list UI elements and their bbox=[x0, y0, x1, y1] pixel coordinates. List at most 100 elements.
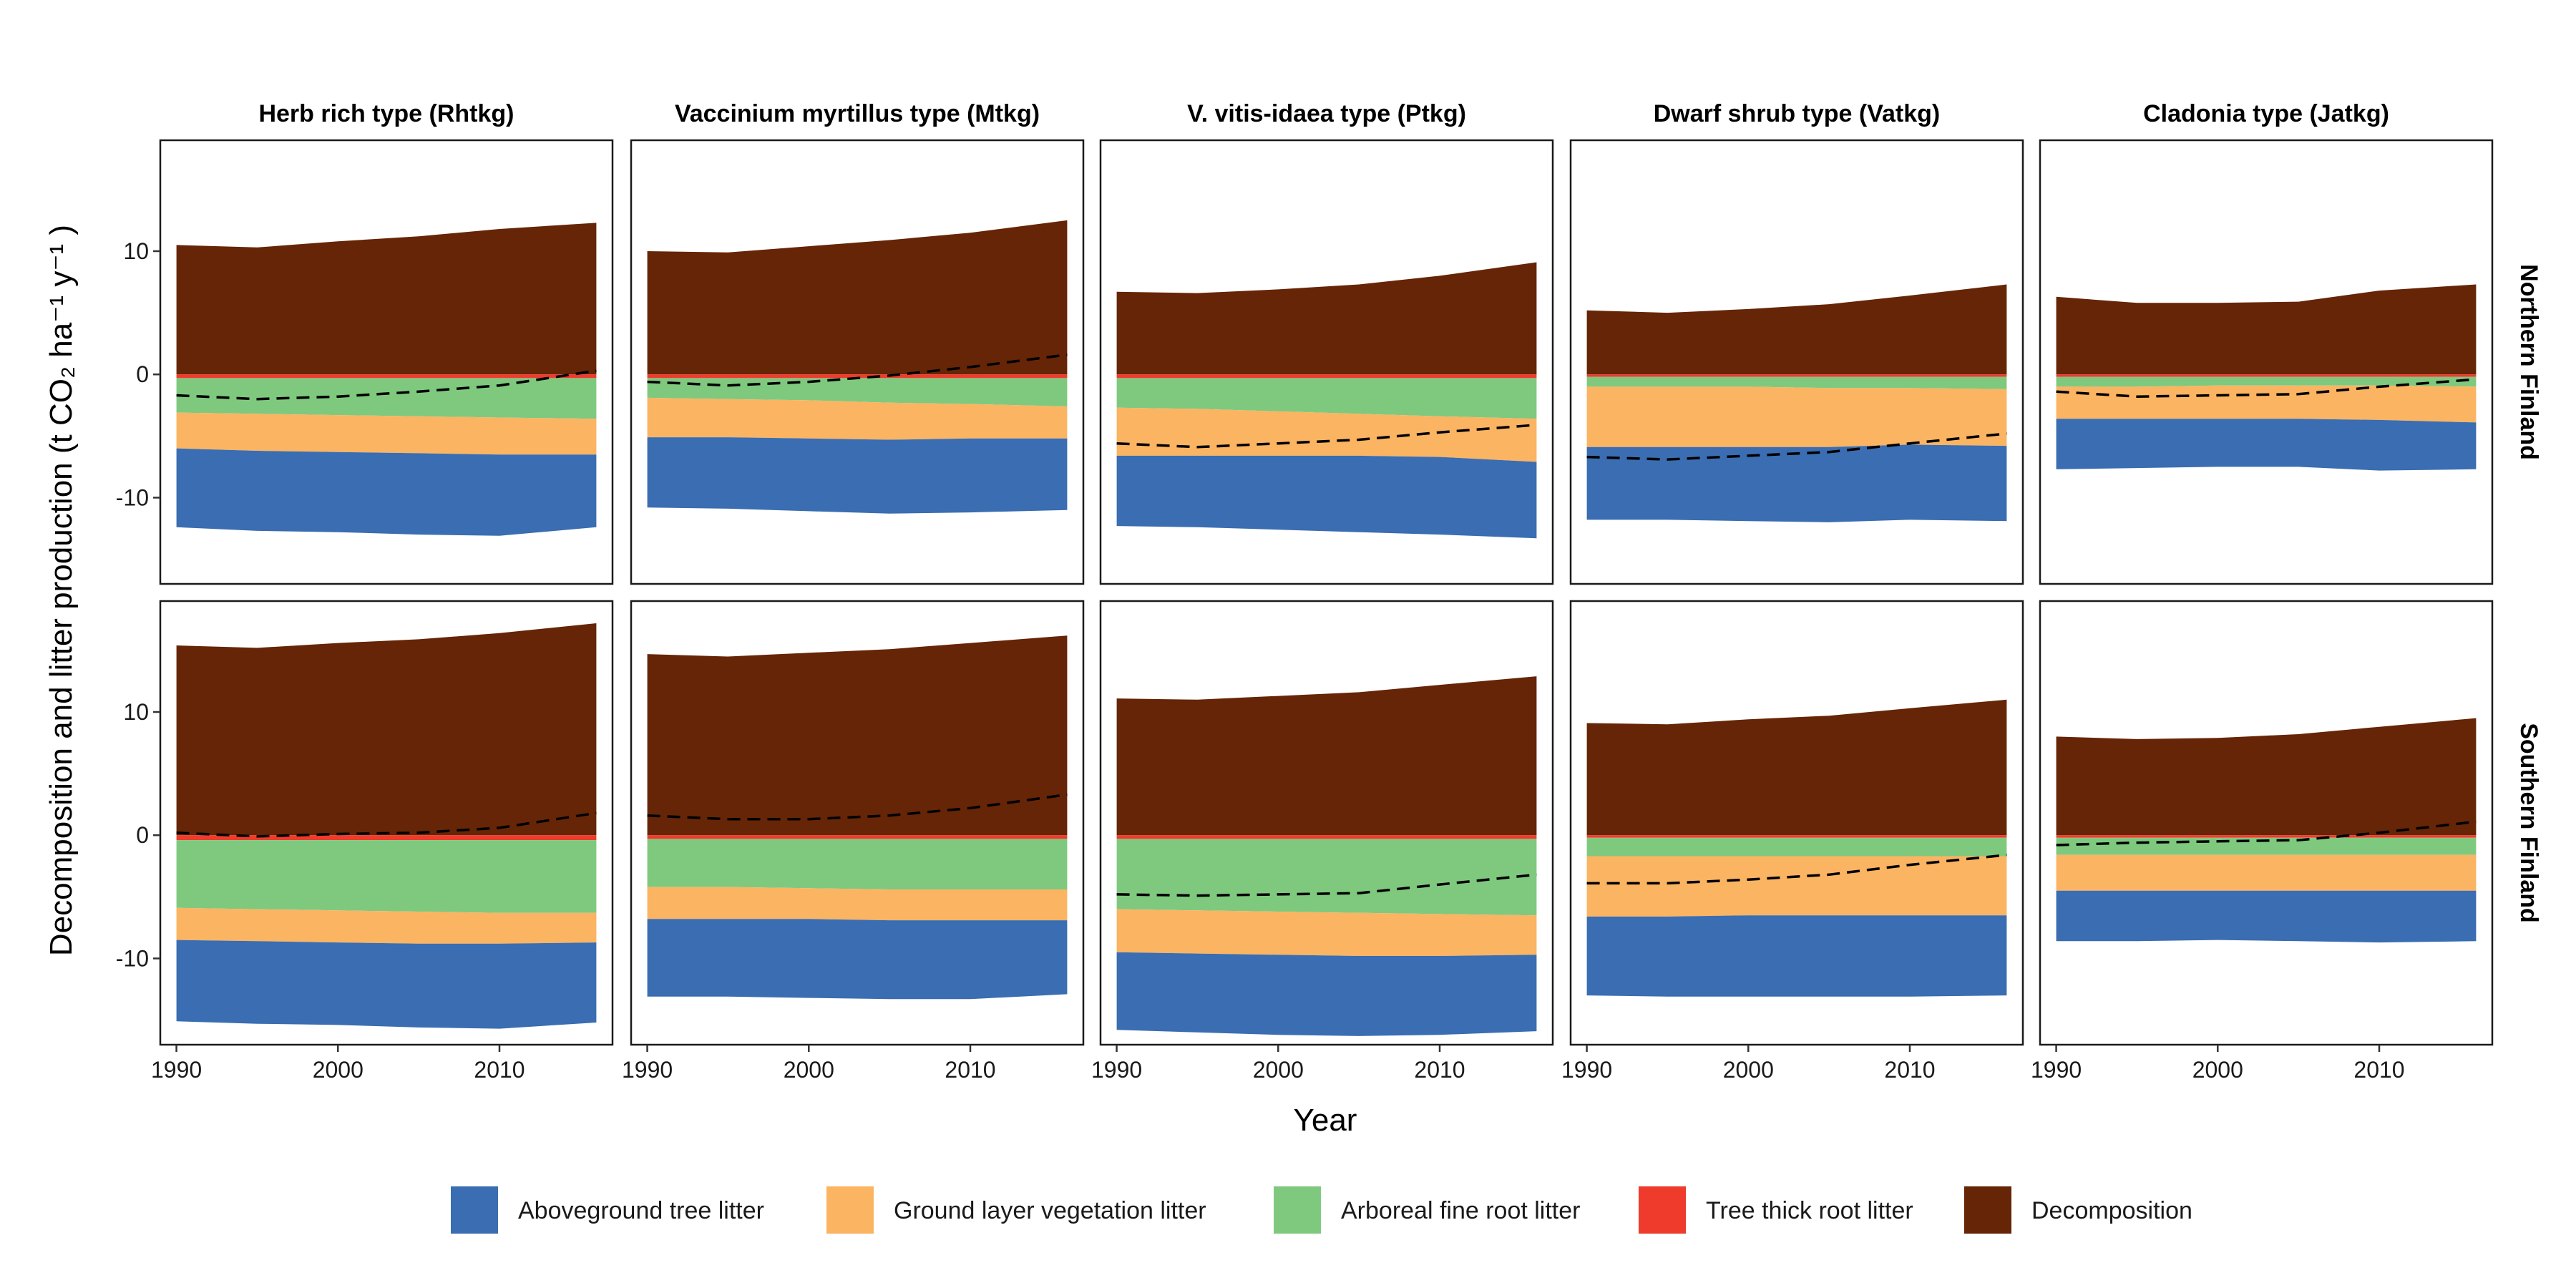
facet-panel bbox=[1569, 139, 2024, 585]
x-tick-label: 2000 bbox=[313, 1057, 364, 1083]
area-aboveground-litter bbox=[2056, 419, 2477, 471]
area-thick-root-litter bbox=[1116, 374, 1537, 379]
area-ground-layer-litter bbox=[1116, 909, 1537, 956]
area-decomposition bbox=[1116, 676, 1537, 836]
x-tick-label: 1990 bbox=[2031, 1057, 2082, 1083]
area-aboveground-litter bbox=[176, 940, 597, 1029]
area-aboveground-litter bbox=[647, 437, 1068, 514]
area-decomposition bbox=[1586, 699, 2007, 836]
area-aboveground-litter bbox=[176, 448, 597, 536]
legend-item: Tree thick root litter bbox=[1639, 1186, 1913, 1234]
area-aboveground-litter bbox=[1116, 952, 1537, 1036]
area-fine-root-litter bbox=[647, 839, 1068, 889]
area-decomposition bbox=[647, 220, 1068, 375]
legend-swatch bbox=[451, 1186, 498, 1234]
area-thick-root-litter bbox=[647, 374, 1068, 379]
facet-panel bbox=[2039, 139, 2494, 585]
x-tick-label: 1990 bbox=[1091, 1057, 1142, 1083]
facet-panel bbox=[630, 139, 1085, 585]
area-fine-root-litter bbox=[2056, 376, 2477, 387]
x-tick-label: 2010 bbox=[474, 1057, 525, 1083]
legend-label: Ground layer vegetation litter bbox=[894, 1197, 1206, 1224]
area-fine-root-litter bbox=[1116, 378, 1537, 419]
area-decomposition bbox=[176, 223, 597, 375]
area-fine-root-litter bbox=[1586, 376, 2007, 389]
x-tick-label: 2000 bbox=[1253, 1057, 1304, 1083]
area-decomposition bbox=[1116, 262, 1537, 375]
area-fine-root-litter bbox=[176, 378, 597, 419]
y-tick-label: -10 bbox=[116, 945, 149, 971]
legend-label: Aboveground tree litter bbox=[518, 1197, 764, 1224]
area-thick-root-litter bbox=[176, 374, 597, 379]
facet-column-title: Dwarf shrub type (Vatkg) bbox=[1654, 100, 1941, 127]
area-aboveground-litter bbox=[1116, 455, 1537, 539]
net-dashed-line bbox=[1586, 854, 2007, 885]
area-ground-layer-litter bbox=[1586, 856, 2007, 917]
x-tick-label: 2000 bbox=[1723, 1057, 1774, 1083]
legend-label: Tree thick root litter bbox=[1706, 1197, 1913, 1224]
area-ground-layer-litter bbox=[647, 887, 1068, 921]
legend-item: Decomposition bbox=[1964, 1186, 2192, 1234]
legend-label: Decomposition bbox=[2031, 1197, 2192, 1224]
area-thick-root-litter bbox=[647, 835, 1068, 839]
y-tick-label: 0 bbox=[136, 822, 149, 848]
panel-frame bbox=[1099, 139, 1554, 585]
x-tick-label: 2010 bbox=[945, 1057, 995, 1083]
x-axis-title: Year bbox=[1294, 1103, 1357, 1138]
net-dashed-line bbox=[2056, 378, 2477, 398]
facet-panel bbox=[159, 600, 614, 1046]
legend-item: Aboveground tree litter bbox=[451, 1186, 764, 1234]
net-dashed-line bbox=[1116, 424, 1537, 449]
area-aboveground-litter bbox=[1586, 915, 2007, 997]
panel-frame bbox=[159, 600, 614, 1046]
x-tick-label: 2000 bbox=[2192, 1057, 2243, 1083]
x-tick-label: 1990 bbox=[1561, 1057, 1612, 1083]
facet-column-title: Cladonia type (Jatkg) bbox=[2143, 100, 2389, 127]
area-fine-root-litter bbox=[1586, 837, 2007, 857]
panel-frame bbox=[2039, 139, 2494, 585]
facet-panel bbox=[2039, 600, 2494, 1046]
facet-panel bbox=[1099, 139, 1554, 585]
area-ground-layer-litter bbox=[1586, 386, 2007, 447]
facet-column-title: Vaccinium myrtillus type (Mtkg) bbox=[675, 100, 1040, 127]
area-decomposition bbox=[2056, 718, 2477, 836]
legend-swatch bbox=[1274, 1186, 1321, 1234]
area-fine-root-litter bbox=[176, 840, 597, 913]
legend: Aboveground tree litter Ground layer vege… bbox=[451, 1186, 2192, 1234]
net-dashed-line bbox=[2056, 820, 2477, 847]
area-thick-root-litter bbox=[2056, 374, 2477, 377]
panel-frame bbox=[630, 600, 1085, 1046]
area-decomposition bbox=[2056, 284, 2477, 375]
facet-panel bbox=[1569, 600, 2024, 1046]
panel-frame bbox=[2039, 600, 2494, 1046]
x-tick-label: 2010 bbox=[1884, 1057, 1935, 1083]
legend-swatch bbox=[1639, 1186, 1686, 1234]
panel-frame bbox=[630, 139, 1085, 585]
area-aboveground-litter bbox=[1586, 444, 2007, 522]
x-tick-label: 1990 bbox=[622, 1057, 673, 1083]
facet-panel bbox=[1099, 600, 1554, 1046]
net-dashed-line bbox=[647, 793, 1068, 821]
area-ground-layer-litter bbox=[1116, 407, 1537, 462]
area-ground-layer-litter bbox=[2056, 385, 2477, 423]
panel-frame bbox=[1569, 600, 2024, 1046]
area-ground-layer-litter bbox=[176, 907, 597, 944]
x-tick-label: 2000 bbox=[784, 1057, 834, 1083]
net-dashed-line bbox=[176, 369, 597, 401]
panel-frame bbox=[1099, 600, 1554, 1046]
area-ground-layer-litter bbox=[176, 412, 597, 455]
area-fine-root-litter bbox=[1116, 839, 1537, 916]
titles-layer: Herb rich type (Rhtkg) Vaccinium myrtillu… bbox=[258, 100, 2542, 923]
area-thick-root-litter bbox=[1586, 374, 2007, 377]
facet-row-title: Southern Finland bbox=[2515, 723, 2542, 923]
area-aboveground-litter bbox=[2056, 890, 2477, 943]
area-ground-layer-litter bbox=[647, 397, 1068, 440]
facet-row-title: Northern Finland bbox=[2515, 264, 2542, 460]
area-thick-root-litter bbox=[1586, 835, 2007, 838]
y-axis-title: Decomposition and litter production (t C… bbox=[44, 225, 79, 956]
y-tick-label: 0 bbox=[136, 361, 149, 387]
facet-panel bbox=[630, 600, 1085, 1046]
area-thick-root-litter bbox=[1116, 835, 1537, 839]
x-tick-label: 2010 bbox=[1414, 1057, 1465, 1083]
